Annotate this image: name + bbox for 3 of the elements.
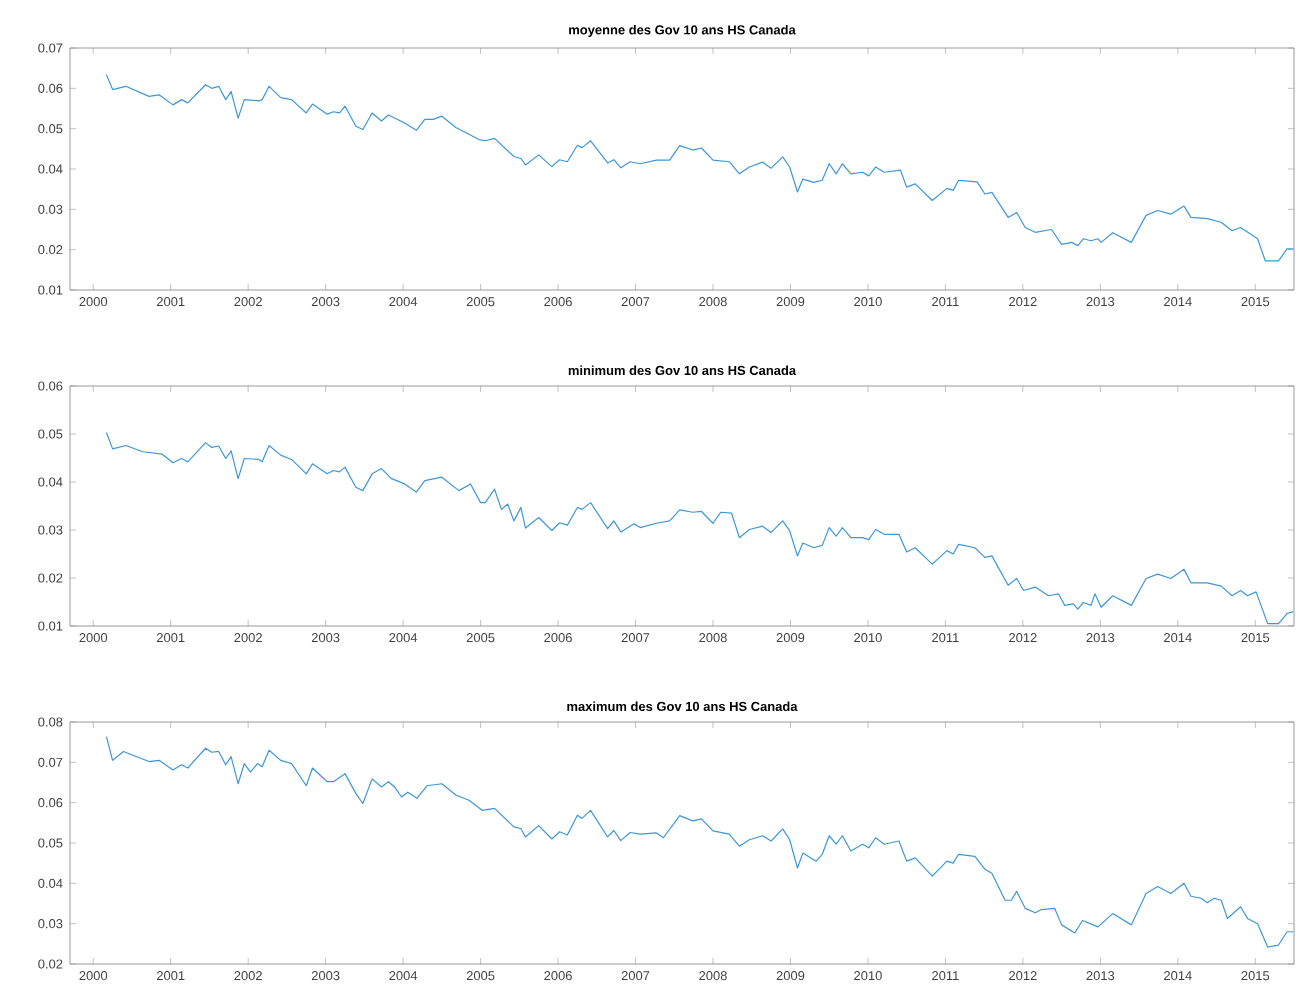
- line-series: [105, 74, 1294, 262]
- line-series: [105, 431, 1294, 625]
- line-series: [105, 735, 1294, 948]
